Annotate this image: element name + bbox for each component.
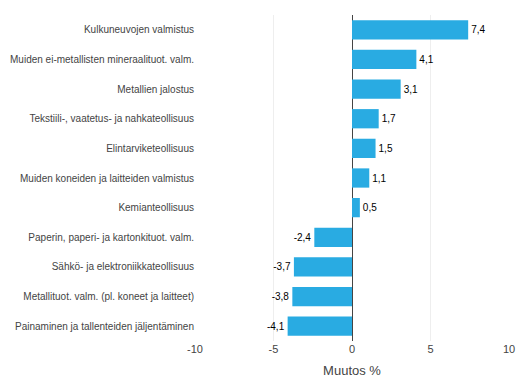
svg-text:1,7: 1,7 — [382, 113, 396, 124]
svg-text:-4,1: -4,1 — [267, 321, 285, 332]
svg-text:4,1: 4,1 — [419, 54, 433, 65]
svg-text:0: 0 — [349, 343, 355, 355]
svg-text:-2,4: -2,4 — [294, 232, 312, 243]
svg-text:Elintarviketeollisuus: Elintarviketeollisuus — [106, 143, 194, 154]
svg-text:1,1: 1,1 — [372, 173, 386, 184]
svg-text:Tekstiili-, vaatetus- ja nahka: Tekstiili-, vaatetus- ja nahkateollisuus — [29, 113, 194, 124]
svg-text:-3,7: -3,7 — [273, 261, 291, 272]
svg-text:Metallien jalostus: Metallien jalostus — [117, 84, 194, 95]
svg-text:1,5: 1,5 — [379, 143, 393, 154]
svg-text:Paperin, paperi- ja kartonkitu: Paperin, paperi- ja kartonkituot. valm. — [28, 232, 194, 243]
svg-text:Muutos %: Muutos % — [323, 363, 381, 378]
svg-text:-5: -5 — [269, 343, 279, 355]
svg-text:Kemianteollisuus: Kemianteollisuus — [118, 202, 194, 213]
svg-text:7,4: 7,4 — [471, 24, 485, 35]
svg-text:Sähkö- ja elektroniikkateollis: Sähkö- ja elektroniikkateollisuus — [52, 261, 194, 272]
svg-text:Muiden koneiden ja laitteiden: Muiden koneiden ja laitteiden valmistus — [20, 173, 194, 184]
svg-text:3,1: 3,1 — [404, 84, 418, 95]
svg-text:-3,8: -3,8 — [272, 291, 290, 302]
svg-text:Painaminen ja tallenteiden jäl: Painaminen ja tallenteiden jäljentäminen — [15, 321, 194, 332]
svg-text:Kulkuneuvojen valmistus: Kulkuneuvojen valmistus — [84, 24, 194, 35]
svg-text:-10: -10 — [187, 343, 203, 355]
svg-text:Muiden ei-metallisten mineraal: Muiden ei-metallisten mineraalituot. val… — [10, 54, 194, 65]
svg-text:10: 10 — [503, 343, 515, 355]
svg-text:5: 5 — [427, 343, 433, 355]
svg-text:0,5: 0,5 — [363, 202, 377, 213]
svg-text:Metallituot. valm. (pl. koneet: Metallituot. valm. (pl. koneet ja laitte… — [23, 291, 194, 302]
